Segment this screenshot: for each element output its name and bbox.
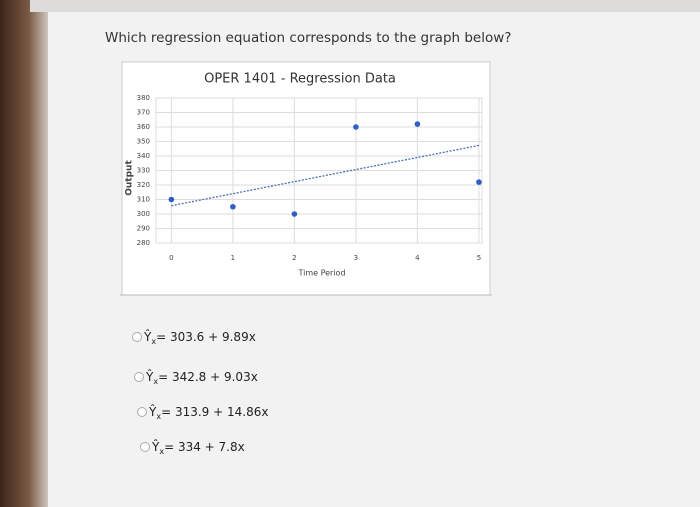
y-tick-label: 330	[137, 167, 150, 175]
option-text: Ŷx= 334 + 7.8x	[151, 439, 245, 456]
subscript: x	[156, 412, 161, 421]
x-tick-label: 3	[354, 254, 358, 262]
y-tick-label: 310	[137, 196, 150, 204]
y-tick-label: 380	[137, 94, 150, 102]
equation: = 334 + 7.8x	[164, 440, 245, 454]
data-point	[476, 179, 482, 185]
equation: = 342.8 + 9.03x	[158, 370, 258, 384]
x-axis-label: Time Period	[297, 269, 345, 278]
chart-title: OPER 1401 - Regression Data	[204, 72, 396, 87]
question: Which regression equation corresponds to…	[105, 30, 511, 46]
radio-button[interactable]	[132, 332, 142, 342]
y-tick-label: 340	[137, 152, 150, 160]
radio-button[interactable]	[134, 372, 144, 382]
x-tick-label: 2	[292, 254, 296, 262]
y-axis-label: Output	[125, 160, 135, 196]
data-point	[230, 203, 236, 210]
radio-button[interactable]	[140, 442, 150, 452]
y-tick-label: 320	[137, 181, 150, 189]
y-tick-label: 280	[137, 239, 150, 247]
y-hat: Ŷ	[145, 369, 154, 384]
data-point	[168, 196, 175, 203]
subscript: x	[153, 377, 158, 386]
subscript: x	[151, 337, 156, 346]
x-tick-label: 0	[169, 254, 173, 262]
x-tick-label: 4	[415, 254, 420, 262]
photo-edge	[0, 0, 48, 507]
y-tick-label: 300	[137, 210, 150, 218]
data-point	[353, 124, 359, 130]
data-point	[414, 121, 421, 127]
y-hat: Ŷ	[143, 329, 152, 344]
answer-option[interactable]: Ŷx= 303.6 + 9.89x	[132, 329, 256, 346]
option-text: Ŷx= 342.8 + 9.03x	[145, 369, 258, 386]
answer-option[interactable]: Ŷx= 313.9 + 14.86x	[137, 404, 269, 421]
x-tick-label: 5	[477, 254, 481, 262]
subscript: x	[159, 447, 164, 456]
y-tick-label: 350	[137, 138, 150, 146]
y-tick-label: 360	[137, 123, 150, 131]
y-hat: Ŷ	[151, 439, 160, 454]
option-text: Ŷx= 313.9 + 14.86x	[148, 404, 268, 421]
equation: = 313.9 + 14.86x	[161, 405, 268, 419]
option-text: Ŷx= 303.6 + 9.89x	[143, 329, 256, 346]
y-hat: Ŷ	[148, 404, 157, 419]
top-edge	[30, 0, 700, 12]
y-tick-label: 370	[137, 109, 150, 117]
data-point	[291, 211, 298, 217]
answer-option[interactable]: Ŷx= 342.8 + 9.03x	[134, 369, 258, 386]
y-tick-label: 290	[137, 225, 150, 233]
equation: = 303.6 + 9.89x	[156, 330, 256, 344]
radio-button[interactable]	[137, 407, 147, 417]
x-tick-label: 1	[231, 254, 235, 262]
answer-option[interactable]: Ŷx= 334 + 7.8x	[140, 439, 245, 456]
